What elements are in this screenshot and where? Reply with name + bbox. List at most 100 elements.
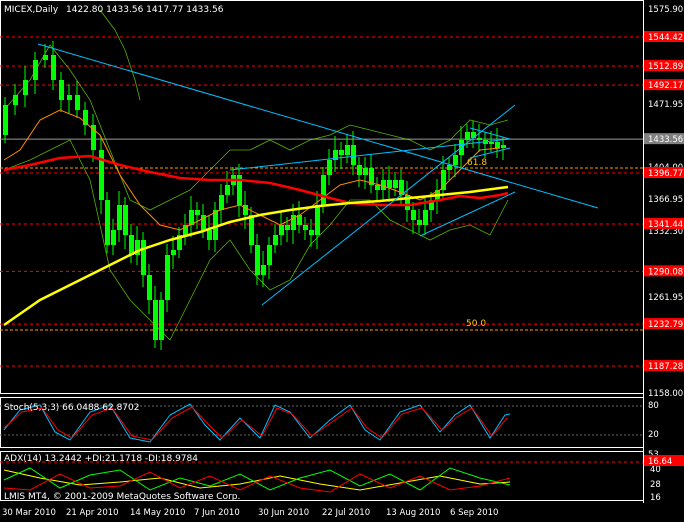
price-tick: 1261.95 [648, 293, 683, 303]
candle-body [489, 142, 494, 144]
level-marker [644, 31, 684, 43]
level-marker [644, 167, 684, 179]
candle-body [429, 200, 434, 210]
candle-body [465, 132, 470, 140]
adx-level-label: 16.64 [648, 457, 672, 467]
date-tick: 6 Sep 2010 [450, 508, 498, 518]
price-tick: 1366.95 [648, 195, 683, 205]
candle-body [405, 195, 410, 210]
adx-level-marker [644, 455, 684, 466]
candle-body [201, 215, 206, 230]
candle-body [285, 225, 290, 230]
candle-body [67, 95, 72, 100]
candle-body [75, 95, 80, 110]
level-label: 1492.17 [648, 81, 683, 91]
candle-body [447, 165, 452, 170]
candle-body [471, 132, 476, 138]
trendline [261, 104, 516, 306]
date-tick: 30 Mar 2010 [2, 508, 56, 518]
fib-50-label: 50.0 [466, 319, 486, 329]
date-tick: 30 Jun 2010 [258, 508, 309, 518]
candle-body [357, 165, 362, 175]
candle-body [345, 145, 350, 155]
candle-body [375, 185, 380, 190]
trendline [419, 191, 516, 237]
candle-body [171, 250, 176, 255]
ma-short [3, 109, 501, 231]
candle-body [273, 235, 278, 245]
candle-body [99, 150, 104, 200]
candle-body [501, 145, 506, 148]
candle-body [225, 185, 230, 195]
candle-body [453, 155, 458, 165]
horizontal-levels [0, 36, 643, 463]
candle-body [237, 175, 242, 205]
stoch-title: Stoch(5,3,3) 66.0488 62.8702 [4, 403, 139, 413]
candle-body [83, 110, 88, 125]
price-level-markers: 1544.42 1512.89 1492.17 1433.56 1396.77 1341.… [644, 31, 684, 372]
trendline [37, 43, 599, 209]
copyright-text: LMIS MT4, © 2001-2009 MetaQuotes Softwar… [4, 492, 240, 502]
plus-di-line [3, 467, 511, 491]
candle-body [43, 55, 48, 60]
level-label: 1290.08 [648, 267, 683, 277]
candle-body [297, 215, 302, 225]
candle-body [393, 180, 398, 188]
candle-body [255, 245, 260, 275]
candle-body [261, 265, 266, 275]
level-marker [644, 265, 684, 277]
ohlc-values: 1422.80 1433.56 1417.77 1433.56 [66, 5, 224, 15]
candle-body [243, 205, 248, 215]
moving-averages [3, 109, 509, 327]
lower-band [3, 139, 509, 341]
candle-body [129, 235, 134, 255]
candle-body [219, 195, 224, 210]
price-tick: 1471.95 [648, 100, 683, 110]
candle-body [387, 180, 392, 188]
date-tick: 21 Apr 2010 [66, 508, 119, 518]
fib-618-label: 61.8 [467, 158, 487, 168]
candle-body [117, 205, 122, 230]
level-marker [644, 360, 684, 372]
candle-body [3, 105, 8, 135]
candle-body [33, 60, 38, 80]
level-marker [644, 318, 684, 330]
candle-body [147, 275, 152, 300]
level-label: 1433.56 [648, 135, 683, 145]
candle-body [183, 225, 188, 235]
candle-body [195, 210, 200, 215]
level-label: 1187.28 [648, 362, 683, 372]
adx-line [3, 469, 511, 491]
candle-body [135, 240, 140, 255]
candle-body [279, 225, 284, 235]
candle-body [141, 240, 146, 275]
candle-body [417, 220, 422, 225]
stoch-signal-line [3, 406, 508, 441]
candle-body [91, 125, 96, 150]
candle-body [123, 205, 128, 235]
adx-axis: 16 [650, 493, 661, 503]
candle-body [399, 180, 404, 195]
level-label: 1512.89 [648, 62, 683, 72]
stoch-axis-20: 20 [648, 430, 659, 440]
candle-body [177, 235, 182, 250]
candle-body [59, 80, 64, 100]
candle-body [13, 95, 18, 105]
ma-long [3, 154, 509, 207]
trendline [469, 127, 511, 140]
candle-body [327, 160, 332, 175]
adx-window[interactable] [0, 451, 644, 501]
candle-body [51, 55, 56, 80]
candle-body [249, 215, 254, 245]
price-tick: 1158.00 [648, 389, 683, 399]
trendlines [37, 43, 599, 306]
candle-body [213, 210, 218, 240]
oscillator-lines [3, 403, 511, 493]
minus-di-line [3, 471, 511, 493]
trendline [469, 147, 511, 159]
candle-body [111, 230, 116, 245]
date-tick: 13 Aug 2010 [386, 508, 440, 518]
trendline [229, 138, 511, 171]
candle-body [189, 210, 194, 225]
